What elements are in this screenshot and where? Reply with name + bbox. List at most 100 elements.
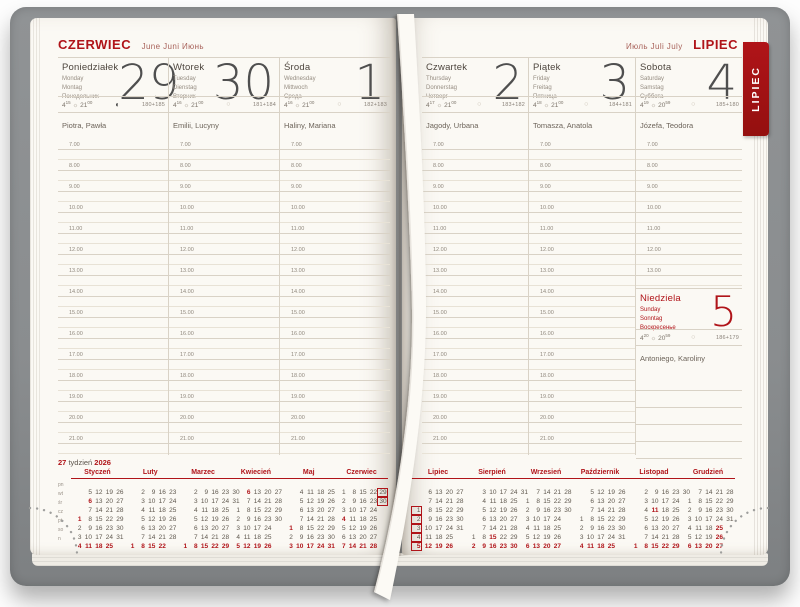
mini-day-cell: 5 xyxy=(644,516,648,523)
mini-week-row: 2 9 16 23 30 xyxy=(335,490,388,506)
hour-label: 18.00 xyxy=(540,373,554,379)
mini-day-cell: 13 xyxy=(306,507,314,514)
mini-day-cell: 15 xyxy=(543,498,551,505)
sunset-time: 21 xyxy=(80,102,88,110)
day-names: Środa Wednesday Mittwoch Среда xyxy=(284,62,316,100)
mini-day-cell: 13 xyxy=(348,534,357,541)
hour-line xyxy=(422,254,528,255)
day-name-ru: Воскресенье xyxy=(640,325,676,331)
mini-month-name: Wrzesień xyxy=(530,469,562,476)
hour-label: 9.00 xyxy=(180,184,191,190)
mini-day-cell: 20 xyxy=(264,489,272,496)
mini-week-row: 6 13 20 27 xyxy=(229,481,282,496)
mini-day-cell: 8 xyxy=(141,543,145,550)
mini-day-cell: 15 xyxy=(359,489,367,496)
sun-times-row: 416☼ 2100 ○ 182+183 xyxy=(280,96,390,113)
hour-slot: 21.00 xyxy=(169,435,279,456)
mini-week-row: 5 12 19 26 xyxy=(465,499,519,514)
day-of-year-count: 185+180 xyxy=(716,101,739,108)
hour-label: 16.00 xyxy=(291,331,305,337)
day-of-year-count: 183+182 xyxy=(502,101,525,108)
hour-line xyxy=(422,422,528,423)
hour-label: 19.00 xyxy=(433,394,447,400)
mini-day-cell: 15 xyxy=(148,543,156,550)
mini-week-row: 2 9 16 23 30 xyxy=(177,481,240,496)
half-hour-line xyxy=(58,180,168,181)
hour-line xyxy=(529,380,635,381)
hour-slot: 8.00 xyxy=(422,162,528,183)
sun-times-row: 418☼ 2100 ○ 184+181 xyxy=(529,96,635,113)
moon-phase-icon: ○ xyxy=(477,101,482,108)
mini-day-cell: 28 xyxy=(116,507,124,514)
mini-day-cell: 27 xyxy=(456,489,464,496)
hour-slot: 8.00 xyxy=(636,162,742,183)
left-month-title: CZERWIEC xyxy=(58,37,132,52)
mini-day-cell: 11 xyxy=(307,489,314,496)
mini-day-cell: 20 xyxy=(211,525,219,532)
mini-day-cell: 7 xyxy=(536,489,540,496)
mini-day-cell: 29 xyxy=(116,516,124,523)
day-name-en: Friday xyxy=(533,76,550,82)
half-hour-line xyxy=(58,159,168,160)
hour-slot: 14.00 xyxy=(58,288,168,309)
hour-line xyxy=(529,443,635,444)
hour-slot: 12.00 xyxy=(169,246,279,267)
day-names: Poniedziałek Monday Montag Понедельник xyxy=(62,62,118,100)
mini-day-cell: 3 xyxy=(482,489,486,496)
mini-day-cell: 4 xyxy=(579,543,584,550)
half-hour-line xyxy=(280,243,390,244)
half-hour-line xyxy=(169,453,279,454)
hour-label: 18.00 xyxy=(69,373,83,379)
day-number: 3 xyxy=(599,55,630,111)
mini-week-row: 5 12 19 26 xyxy=(519,526,573,541)
hour-slot: 14.00 xyxy=(169,288,279,309)
half-hour-line xyxy=(280,201,390,202)
mini-day-cell: 4 xyxy=(299,489,304,496)
mini-day-cell: 27 xyxy=(327,507,335,514)
half-hour-line xyxy=(280,180,390,181)
half-hour-line xyxy=(529,243,635,244)
half-hour-line xyxy=(169,243,279,244)
half-hour-line xyxy=(422,327,528,328)
mini-week-row: 4 11 18 25 xyxy=(627,499,681,514)
hour-line xyxy=(422,149,528,150)
half-hour-line xyxy=(529,453,635,454)
name-day: Tomasza, Anatola xyxy=(533,121,593,130)
hour-label: 12.00 xyxy=(291,247,305,253)
mini-day-cell: 17 xyxy=(543,516,551,523)
mini-day-cell: 28 xyxy=(510,525,518,532)
day-header: Wtorek Tuesday Dienstag Вторник 30 xyxy=(169,58,279,107)
mini-week-row: 6 13 20 27 xyxy=(335,526,388,541)
sun-times-row: 419☼ 2059 ○ 185+180 xyxy=(636,96,742,113)
hour-line xyxy=(169,191,279,192)
minutes-superscript: 59 xyxy=(665,332,671,338)
hour-slot: 7.00 xyxy=(280,141,390,162)
mini-month-grid: 2 9 16 23 3 10 17 24 4 11 18 25 5 12 19 26 6 13 20 27 7 14 21 2… xyxy=(124,481,177,550)
mini-day-cell: 25 xyxy=(445,534,453,541)
mini-day-cell: 17 xyxy=(499,489,507,496)
day-name-en: Monday xyxy=(62,76,84,82)
mini-day-cell: 6 xyxy=(299,507,304,514)
sunset-time: 21 xyxy=(444,102,452,110)
hour-line xyxy=(58,254,168,255)
mini-week-row: 5 12 19 26 xyxy=(573,481,627,496)
mini-day-cell: 25 xyxy=(607,543,615,550)
mini-week-row: 2 9 16 23 30 xyxy=(519,499,573,514)
mini-month-grid: 3 10 17 24 31 4 11 18 25 5 12 19 26 6 13 20 27 7 14 21 28 1 8 1… xyxy=(465,481,528,550)
mini-day-cell: 28 xyxy=(456,498,464,505)
mini-week-row: 7 14 21 28 xyxy=(282,508,335,523)
mini-day-cell: 12 xyxy=(532,534,540,541)
hour-label: 17.00 xyxy=(433,352,447,358)
mini-day-cell: 23 xyxy=(264,516,272,523)
minutes-superscript: 00 xyxy=(198,99,204,105)
mini-month-grid: 6 13 20 27 7 14 21 28 1 8 15 22 29 2 9 16 23 30 3 10 17 24 31 4… xyxy=(411,481,465,551)
day-name-de: Donnerstag xyxy=(426,85,458,91)
hour-grid: 7.00 8.00 9.00 10.00 11.00 12.00 13.00 14.00 15.… xyxy=(280,141,390,456)
mini-day-cell: 26 xyxy=(264,543,272,550)
mini-day-cell: 29 xyxy=(618,516,626,523)
tab-label: LIPIEC xyxy=(750,66,762,112)
mini-week-row: 7 14 21 28 xyxy=(177,526,230,541)
mini-day-cell: 1 xyxy=(183,543,188,550)
day-name-ru: Суббота xyxy=(640,94,664,100)
mini-day-cell: 10 xyxy=(243,525,251,532)
